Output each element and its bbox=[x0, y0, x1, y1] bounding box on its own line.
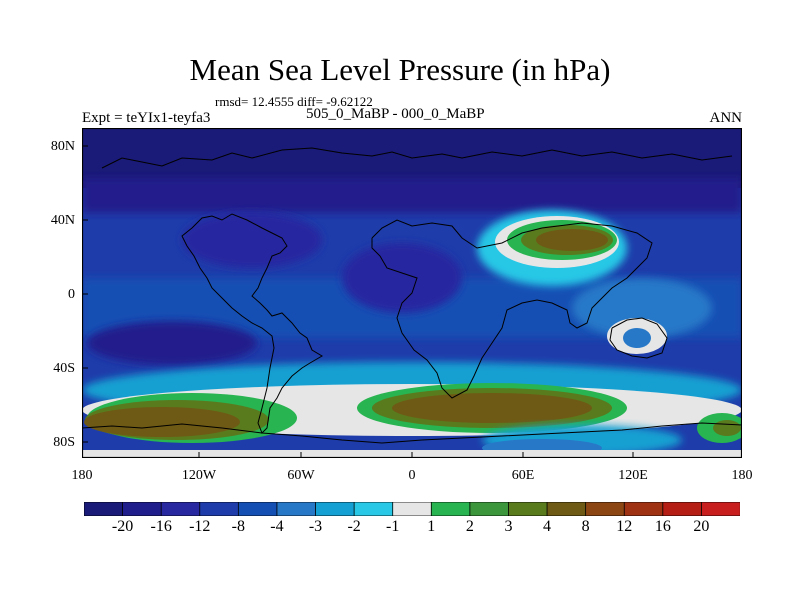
colorbar-swatch bbox=[546, 502, 587, 516]
lat-label-80s: 80S bbox=[53, 435, 75, 450]
colorbar-swatch bbox=[160, 502, 201, 516]
west-high-core bbox=[84, 407, 240, 437]
colorbar-swatch bbox=[392, 502, 432, 516]
colorbar-label: -4 bbox=[270, 518, 284, 535]
north-midlat-band bbox=[82, 178, 742, 213]
arctic-coast-outline bbox=[101, 147, 733, 169]
lon-label-180e: 180 bbox=[731, 468, 753, 483]
lon-label-120e: 120E bbox=[618, 468, 648, 483]
australia-blue bbox=[623, 328, 651, 348]
period-subtitle: 505_0_MaBP - 000_0_MaBP bbox=[306, 106, 485, 122]
eurasia-outline bbox=[371, 219, 653, 399]
pressure-map bbox=[82, 128, 742, 458]
colorbar-label: 2 bbox=[465, 518, 474, 535]
colorbar-label: -12 bbox=[189, 518, 211, 535]
colorbar-swatch bbox=[199, 502, 240, 516]
colorbar-label: 20 bbox=[693, 518, 710, 535]
antarctic-olive bbox=[713, 420, 741, 436]
colorbar-swatch bbox=[585, 502, 625, 516]
australia-outline bbox=[609, 317, 668, 359]
colorbar-label: -3 bbox=[308, 518, 323, 535]
colorbar-label: -2 bbox=[347, 518, 361, 535]
lon-label-120w: 120W bbox=[181, 468, 217, 483]
east-high-core bbox=[392, 393, 592, 423]
rmsd-diff-stats: rmsd= 12.4555 diff= -9.62122 bbox=[215, 94, 373, 109]
north-atlantic-low bbox=[342, 243, 462, 313]
colorbar bbox=[84, 502, 740, 516]
colorbar-swatch bbox=[276, 502, 317, 516]
colorbar-swatch bbox=[662, 502, 703, 516]
colorbar-label: -20 bbox=[111, 518, 134, 535]
north-america-outline bbox=[181, 213, 323, 434]
lat-label-40s: 40S bbox=[53, 361, 75, 376]
colorbar-label: 3 bbox=[504, 518, 513, 535]
lon-label-60e: 60E bbox=[511, 468, 535, 483]
colorbar-label: 1 bbox=[427, 518, 436, 535]
lon-label-60w: 60W bbox=[287, 468, 315, 483]
lat-label-40n: 40N bbox=[50, 213, 75, 228]
north-america-low bbox=[182, 212, 322, 268]
colorbar-swatch bbox=[623, 502, 664, 516]
lon-label-180w: 180 bbox=[71, 468, 93, 483]
lat-ticks bbox=[82, 145, 88, 443]
colorbar-label: 4 bbox=[543, 518, 552, 535]
lon-ticks bbox=[82, 452, 742, 458]
south-pacific-blue bbox=[87, 321, 257, 365]
continent-outlines bbox=[82, 147, 742, 444]
colorbar-swatch bbox=[701, 502, 740, 516]
experiment-label: Expt = teYIx1-teyfa3 bbox=[82, 110, 211, 126]
lat-label-0: 0 bbox=[68, 287, 75, 302]
season-label: ANN bbox=[709, 110, 743, 126]
colorbar-label: -8 bbox=[231, 518, 246, 535]
colorbar-swatch bbox=[84, 502, 124, 516]
colorbar-swatch bbox=[508, 502, 548, 516]
colorbar-label: 12 bbox=[616, 518, 633, 535]
colorbar-swatch bbox=[430, 502, 471, 516]
colorbar-label: 16 bbox=[654, 518, 671, 535]
lat-label-80n: 80N bbox=[50, 139, 75, 154]
colorbar-label: -16 bbox=[150, 518, 172, 535]
colorbar-swatch bbox=[122, 502, 162, 516]
asia-high bbox=[536, 229, 608, 251]
colorbar-swatch bbox=[469, 502, 510, 516]
colorbar-label: -1 bbox=[386, 518, 400, 535]
antarctica-outline bbox=[82, 422, 742, 444]
colorbar-swatch bbox=[315, 502, 355, 516]
lon-label-0: 0 bbox=[408, 468, 416, 483]
plot-title: Mean Sea Level Pressure (in hPa) bbox=[189, 52, 611, 87]
colorbar-swatch bbox=[353, 502, 394, 516]
colorbar-label: 8 bbox=[581, 518, 590, 535]
colorbar-swatch bbox=[237, 502, 278, 516]
